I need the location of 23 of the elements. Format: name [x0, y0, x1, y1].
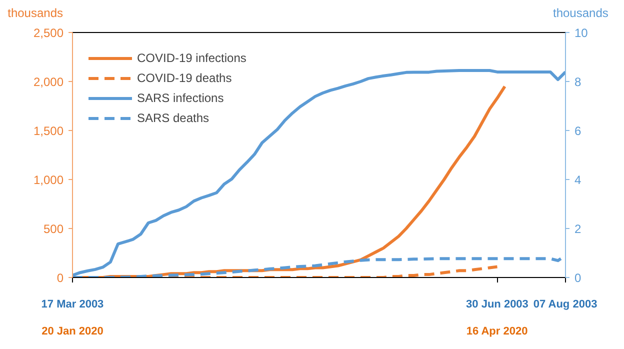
y-tick-label: 1,500: [33, 124, 64, 138]
y2-tick-label: 8: [574, 75, 582, 89]
y-tick-label: 2,500: [33, 26, 64, 40]
y-tick-label: 1,000: [33, 173, 64, 187]
text: 20 Jan 2020: [42, 326, 104, 338]
y-axis-title: thousands: [8, 5, 63, 22]
x-tick-label: 30 Jun 2003: [466, 298, 528, 310]
legend-label: SARS deaths: [137, 111, 210, 125]
text: 16 Apr 2020: [466, 326, 528, 338]
y2-tick-label: 4: [574, 173, 582, 187]
x-tick-label: 17 Mar 2003: [41, 298, 104, 310]
y-tick-label: 2,000: [33, 75, 64, 89]
y-tick-label: 0: [56, 271, 64, 285]
legend-label: COVID-19 deaths: [137, 71, 232, 85]
y2-tick-label: 6: [574, 124, 582, 138]
y2-tick-label: 10: [574, 26, 588, 40]
y-tick-label: 500: [43, 222, 64, 236]
y2-tick-label: 2: [574, 222, 582, 236]
y2-tick-label: 0: [574, 271, 582, 285]
legend-label: COVID-19 infections: [137, 51, 246, 65]
legend-label: SARS infections: [137, 91, 224, 105]
x-tick-label: 07 Aug 2003: [533, 298, 598, 310]
y2-axis-title: thousands: [553, 5, 608, 22]
